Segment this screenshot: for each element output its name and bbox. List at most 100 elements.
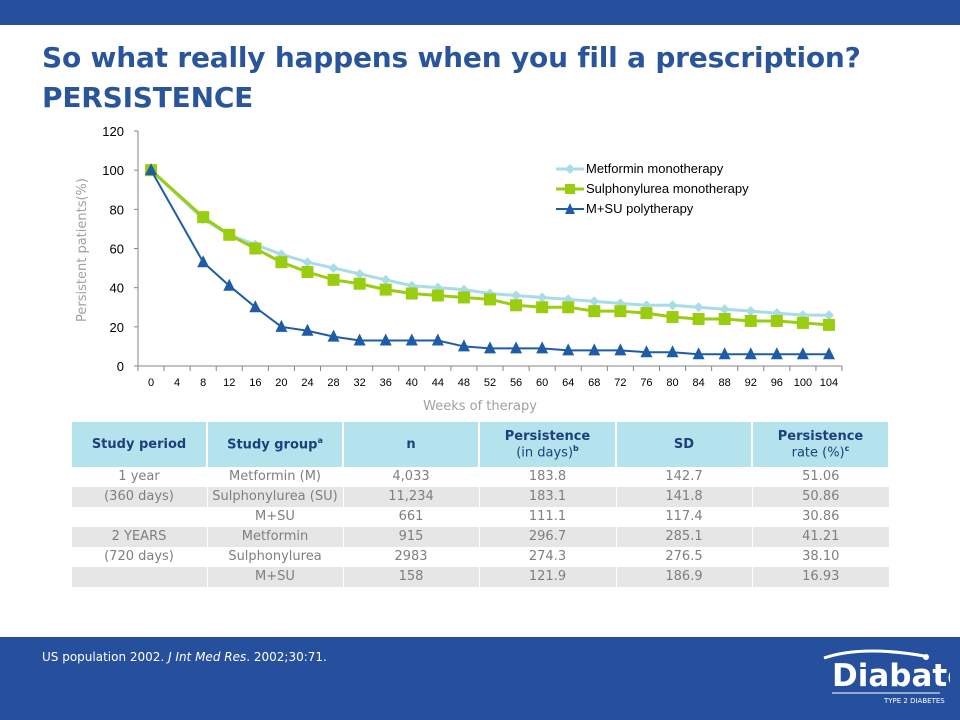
cell-study-period: (360 days) [70, 487, 207, 507]
y-tick-label: 0 [117, 359, 124, 374]
data-point-sulphonylurea [431, 289, 444, 302]
x-tick-label: 68 [588, 377, 600, 389]
x-tick-label: 4 [174, 377, 180, 389]
cell-n: 4,033 [342, 467, 479, 487]
data-point-polytherapy [562, 343, 575, 356]
y-tick-label: 60 [110, 242, 124, 257]
cell-n: 11,234 [342, 487, 479, 507]
data-point-polytherapy [718, 347, 731, 360]
table-row: (720 days) Sulphonylurea 2983 274.3 276.… [70, 547, 889, 567]
data-point-polytherapy [353, 333, 366, 346]
legend-label: Metformin monotherapy [586, 161, 724, 176]
cell-n: 915 [342, 527, 479, 547]
cell-study-group: Metformin [206, 527, 343, 547]
cell-n: 158 [342, 567, 479, 587]
cell-study-group: Metformin (M) [206, 467, 343, 487]
x-tick-label: 28 [327, 377, 339, 389]
data-point-polytherapy [145, 163, 158, 176]
data-point-sulphonylurea [249, 242, 262, 255]
footer-banner [0, 637, 960, 720]
data-point-polytherapy [692, 347, 705, 360]
cell-rate: 50.86 [751, 487, 889, 507]
data-point-metformin [641, 300, 652, 311]
x-tick-label: 88 [719, 377, 731, 389]
x-tick-label: 48 [458, 377, 470, 389]
cell-study-period [70, 507, 207, 527]
cell-study-period: 1 year [70, 467, 207, 487]
data-point-sulphonylurea [327, 273, 340, 286]
x-tick-label: 96 [771, 377, 783, 389]
legend-key-diamond-icon [556, 164, 584, 174]
x-axis-title: Weeks of therapy [423, 399, 537, 414]
x-tick-label: 52 [484, 377, 496, 389]
x-tick-label: 80 [666, 377, 678, 389]
table-row: 1 year Metformin (M) 4,033 183.8 142.7 5… [70, 467, 889, 487]
x-tick-label: 104 [820, 377, 838, 389]
y-tick-label: 100 [102, 163, 124, 178]
data-point-sulphonylurea [457, 291, 470, 304]
data-point-metformin [511, 290, 522, 301]
data-point-metformin [380, 274, 391, 285]
y-tick-label: 20 [110, 320, 124, 335]
data-point-metformin [537, 292, 548, 303]
data-point-polytherapy [640, 345, 653, 358]
cell-sd: 276.5 [615, 547, 752, 567]
data-point-metformin [302, 257, 313, 268]
data-point-sulphonylurea [666, 311, 679, 324]
svg-text:Diabate: Diabate [832, 658, 950, 694]
diabate-logo: Diabate TYPE 2 DIABETES [823, 649, 950, 705]
column-header-persistence-rate: Persistence rate (%)c [751, 422, 890, 467]
x-tick-label: 24 [301, 377, 313, 389]
data-point-sulphonylurea [353, 277, 366, 290]
x-tick-label: 84 [692, 377, 704, 389]
cell-rate: 51.06 [751, 467, 889, 487]
data-point-polytherapy [405, 333, 418, 346]
data-point-sulphonylurea [718, 313, 731, 325]
x-tick-label: 16 [249, 377, 261, 389]
x-tick-label: 44 [432, 377, 444, 389]
data-point-polytherapy [379, 333, 392, 346]
cell-study-group: M+SU [206, 567, 343, 587]
data-point-sulphonylurea [223, 228, 236, 241]
legend-label: Sulphonylurea monotherapy [586, 181, 749, 196]
data-point-sulphonylurea [692, 313, 705, 325]
cell-study-group: Sulphonylurea [206, 547, 343, 567]
data-point-sulphonylurea [588, 305, 601, 318]
data-point-polytherapy [301, 323, 314, 336]
data-point-polytherapy [484, 341, 496, 354]
data-point-sulphonylurea [275, 256, 288, 269]
x-tick-label: 20 [275, 377, 287, 389]
table-row: M+SU 158 121.9 186.9 16.93 [70, 567, 889, 587]
x-tick-label: 72 [614, 377, 626, 389]
cell-rate: 16.93 [751, 567, 889, 587]
x-tick-label: 12 [223, 377, 235, 389]
data-point-sulphonylurea [301, 266, 314, 278]
x-tick-label: 60 [536, 377, 548, 389]
cell-n: 2983 [342, 547, 479, 567]
data-point-metformin [693, 302, 704, 313]
data-point-sulphonylurea [405, 287, 418, 300]
x-tick-label: 100 [794, 377, 812, 389]
cell-study-period [70, 567, 207, 587]
data-point-polytherapy [614, 343, 627, 356]
table-row: M+SU 661 111.1 117.4 30.86 [70, 507, 889, 527]
column-header-study-period: Study period [70, 422, 208, 467]
x-tick-label: 92 [745, 377, 757, 389]
cell-persistence: 121.9 [478, 567, 616, 587]
data-point-polytherapy [796, 347, 809, 360]
x-tick-label: 36 [380, 377, 392, 389]
data-point-metformin [432, 282, 443, 293]
data-point-sulphonylurea [796, 316, 809, 329]
data-point-sulphonylurea [640, 307, 653, 320]
cell-rate: 41.21 [751, 527, 889, 547]
column-header-n: n [342, 422, 480, 467]
x-tick-label: 40 [406, 377, 418, 389]
cell-study-period: 2 YEARS [70, 527, 207, 547]
data-point-metformin [667, 300, 678, 311]
data-point-metformin [328, 263, 339, 274]
data-point-polytherapy [744, 347, 757, 360]
data-point-metformin [589, 296, 600, 307]
data-point-metformin [719, 304, 730, 315]
column-header-persistence-days: Persistence (in days)b [478, 422, 617, 467]
y-tick-label: 120 [102, 124, 124, 139]
